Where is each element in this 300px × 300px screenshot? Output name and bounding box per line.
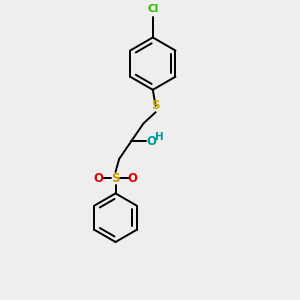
Text: O: O xyxy=(127,172,137,185)
Text: H: H xyxy=(155,132,164,142)
Text: O: O xyxy=(94,172,104,185)
Text: Cl: Cl xyxy=(147,4,158,14)
Text: O: O xyxy=(146,135,156,148)
Text: S: S xyxy=(152,99,160,112)
Text: S: S xyxy=(111,172,120,185)
